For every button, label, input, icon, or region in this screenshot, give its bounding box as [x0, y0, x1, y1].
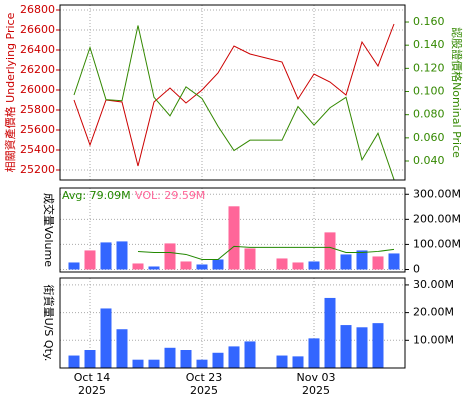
y2-tick-label: 0.160: [413, 15, 445, 28]
bar: [132, 359, 144, 368]
bar: [100, 242, 112, 270]
bar: [68, 355, 80, 368]
y-axis-label: 相關資產價格 Underlying Price: [3, 12, 17, 172]
y2-tick-label: 0.080: [413, 108, 445, 121]
y-tick-label: 200.00M: [413, 212, 461, 225]
bar: [308, 261, 320, 270]
panel-border: [59, 277, 406, 369]
y-tick-label: 25600: [20, 123, 55, 136]
bar: [244, 248, 256, 270]
bar: [132, 263, 144, 270]
x-tick-label: Oct 14 2025: [73, 371, 111, 397]
bar: [148, 266, 160, 270]
bar: [164, 243, 176, 270]
bar: [292, 262, 304, 270]
bar: [340, 325, 352, 368]
bar: [276, 258, 288, 270]
bar: [356, 250, 368, 270]
y-tick-label: 10.00M: [413, 333, 454, 346]
bar: [116, 241, 128, 270]
bar: [228, 206, 240, 270]
bar: [196, 264, 208, 270]
y2-tick-label: 0.120: [413, 61, 445, 74]
y-tick-label: 0: [413, 262, 420, 275]
y-tick-label: 26400: [20, 43, 55, 56]
panel-border: [59, 4, 406, 181]
y-tick-label: 26600: [20, 23, 55, 36]
y-tick-label: 26200: [20, 63, 55, 76]
y2-axis-label: 認股證價格Nominal Price: [450, 27, 464, 158]
bar: [372, 256, 384, 270]
y-tick-label: 25400: [20, 143, 55, 156]
x-tick-label: Nov 03 2025: [296, 371, 336, 397]
series-line: [73, 25, 395, 180]
bar: [228, 346, 240, 368]
panel-border: [59, 187, 406, 273]
bar: [100, 308, 112, 368]
bar: [68, 262, 80, 270]
bar: [292, 356, 304, 368]
y-tick-label: 100.00M: [413, 237, 461, 250]
y2-tick-label: 0.100: [413, 85, 445, 98]
y2-tick-label: 0.060: [413, 131, 445, 144]
bar: [324, 297, 336, 368]
bar: [388, 253, 400, 270]
y-axis-label: 成交量Volume: [42, 193, 56, 267]
y-tick-label: 30.00M: [413, 278, 454, 291]
bar: [116, 329, 128, 368]
series-line: [73, 23, 395, 167]
bar: [180, 350, 192, 368]
bar: [212, 259, 224, 270]
bar: [180, 261, 192, 270]
y-tick-label: 25200: [20, 163, 55, 176]
y-tick-label: 26000: [20, 83, 55, 96]
average-line: [137, 245, 395, 260]
y-axis-label: 街貨量U/S Qty.: [42, 285, 56, 362]
y2-tick-label: 0.040: [413, 154, 445, 167]
bar: [340, 254, 352, 270]
bar: [276, 355, 288, 368]
y-tick-label: 26800: [20, 3, 55, 16]
bar: [212, 352, 224, 368]
bar: [324, 232, 336, 270]
bar: [196, 359, 208, 368]
bar: [164, 347, 176, 368]
y-tick-label: 20.00M: [413, 306, 454, 319]
panel-background: [60, 5, 405, 180]
y-tick-label: 25800: [20, 103, 55, 116]
bar: [84, 350, 96, 368]
bar: [356, 327, 368, 368]
y2-tick-label: 0.140: [413, 38, 445, 51]
bar: [148, 359, 160, 368]
annotation: VOL: 29.59M: [135, 189, 205, 202]
bar: [308, 338, 320, 368]
annotation: Avg: 79.09M: [62, 189, 131, 202]
bar: [372, 323, 384, 368]
bar: [84, 250, 96, 270]
bar: [244, 341, 256, 368]
x-tick-label: Oct 23 2025: [185, 371, 223, 397]
y-tick-label: 300.00M: [413, 187, 461, 200]
